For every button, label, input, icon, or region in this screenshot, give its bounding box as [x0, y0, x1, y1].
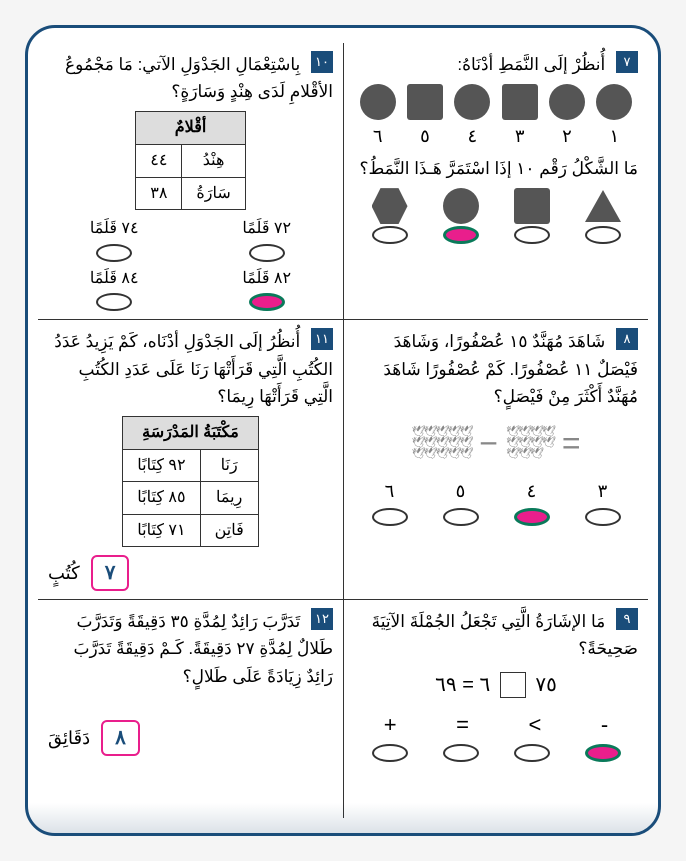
q9-prompt: مَا الإشَارَةُ الَّتِي تَجْعَلُ الجُمْلَ…: [372, 612, 638, 658]
bubble[interactable]: [514, 744, 550, 762]
bubble[interactable]: [585, 508, 621, 526]
q10-prompt: بِاسْتِعْمَالِ الجَدْوَلِ الآتي: مَا مَج…: [65, 55, 333, 101]
circle-icon: [549, 84, 585, 120]
answer-unit: كُتُبٍ: [48, 563, 80, 583]
bubble-selected[interactable]: [585, 744, 621, 762]
q9-symbols: + = < -: [354, 707, 638, 742]
bubble-selected[interactable]: [249, 293, 285, 311]
circle-icon: [454, 84, 490, 120]
bubble[interactable]: [249, 244, 285, 262]
answer-box: ٧: [91, 555, 130, 591]
hexagon-icon: [372, 188, 408, 224]
circle-icon: [443, 188, 479, 224]
equals-sign: =: [562, 418, 581, 469]
q10-table: أقْلامٌ هِنْدُ٤٤ سَارَةُ٣٨: [135, 111, 246, 210]
pattern-row: [354, 84, 638, 120]
q7-continue: مَا الشَّكْلُ رَقْم ١٠ إذَا اسْتَمَرَّ ه…: [354, 155, 638, 182]
bubble-selected[interactable]: [514, 508, 550, 526]
pattern-numbers: ٦ ٥ ٤ ٣ ٢ ١: [354, 122, 638, 151]
qnum-badge: ١١: [311, 328, 333, 350]
blank-box: [500, 672, 526, 698]
bubble[interactable]: [443, 744, 479, 762]
q11-table: مَكْتَبَةُ المَدْرَسَةِ رَنَا٩٢ كِتَابًا…: [122, 416, 258, 547]
triangle-icon: [585, 190, 621, 222]
q8-bubbles: [354, 508, 638, 526]
qnum-badge: ٨: [616, 328, 638, 350]
q12-prompt: تَدَرَّبَ رَائِدٌ لِمُدَّةِ ٣٥ دَقِيقَةً…: [73, 612, 333, 685]
question-7: ٧ أُنظُرْ إلَى النَّمَطِ أدْنَاهُ: ٦ ٥ ٤…: [343, 43, 648, 320]
q8-prompt: شَاهَدَ مُهَنَّدٌ ١٥ عُصْفُورًا، وَشَاهَ…: [383, 332, 638, 405]
question-10: ١٠ بِاسْتِعْمَالِ الجَدْوَلِ الآتي: مَا …: [38, 43, 343, 320]
square-icon: [407, 84, 443, 120]
birds-illustration: 🕊🕊🕊🕊🕊🕊🕊🕊🕊🕊🕊🕊🕊🕊🕊 − 🕊🕊🕊🕊🕊🕊🕊🕊🕊🕊🕊 =: [354, 418, 638, 469]
circle-icon: [596, 84, 632, 120]
bubble[interactable]: [443, 508, 479, 526]
qnum-badge: ٩: [616, 608, 638, 630]
square-icon: [502, 84, 538, 120]
footer-wave: [28, 803, 658, 833]
option[interactable]: ٧٤ قَلَمًا: [48, 216, 181, 262]
q10-options: ٧٢ قَلَمًا ٧٤ قَلَمًا ٨٢ قَلَمًا ٨٤ قَلَ…: [48, 216, 333, 311]
q11-answer: ٧ كُتُبٍ: [48, 555, 333, 591]
bubble-selected[interactable]: [443, 226, 479, 244]
q9-equation: ٧٥ ٦ = ٦٩: [354, 669, 638, 701]
q7-options-shapes: [354, 188, 638, 224]
q8-options: ٦ ٥ ٤ ٣: [354, 477, 638, 506]
bubble[interactable]: [96, 293, 132, 311]
q11-prompt: أُنظُرُ إلَى الجَدْوَلِ أدْنَاه، كَمْ يَ…: [54, 332, 333, 405]
qnum-badge: ١٢: [311, 608, 333, 630]
option[interactable]: ٧٢ قَلَمًا: [201, 216, 334, 262]
q9-bubbles: [354, 744, 638, 762]
q12-answer: ٨ دَقَائِقَ: [48, 720, 333, 756]
qnum-badge: ٧: [616, 51, 638, 73]
worksheet-page: ٧ أُنظُرْ إلَى النَّمَطِ أدْنَاهُ: ٦ ٥ ٤…: [25, 25, 661, 836]
square-icon: [514, 188, 550, 224]
question-8: ٨ شَاهَدَ مُهَنَّدٌ ١٥ عُصْفُورًا، وَشَا…: [343, 320, 648, 600]
bubble[interactable]: [96, 244, 132, 262]
question-12: ١٢ تَدَرَّبَ رَائِدٌ لِمُدَّةِ ٣٥ دَقِيق…: [38, 600, 343, 818]
q7-bubbles: [354, 226, 638, 244]
bubble[interactable]: [372, 744, 408, 762]
minus-sign: −: [479, 418, 498, 469]
qnum-badge: ١٠: [311, 51, 333, 73]
circle-icon: [360, 84, 396, 120]
bird-group: 🕊🕊🕊🕊🕊🕊🕊🕊🕊🕊🕊: [506, 427, 554, 460]
question-grid: ٧ أُنظُرْ إلَى النَّمَطِ أدْنَاهُ: ٦ ٥ ٤…: [38, 43, 648, 818]
bubble[interactable]: [514, 226, 550, 244]
question-11: ١١ أُنظُرُ إلَى الجَدْوَلِ أدْنَاه، كَمْ…: [38, 320, 343, 600]
answer-box: ٨: [101, 720, 140, 756]
bubble[interactable]: [585, 226, 621, 244]
option[interactable]: ٨٤ قَلَمًا: [48, 266, 181, 312]
q7-prompt: أُنظُرْ إلَى النَّمَطِ أدْنَاهُ:: [457, 55, 605, 74]
bubble[interactable]: [372, 508, 408, 526]
answer-unit: دَقَائِقَ: [48, 728, 90, 748]
bubble[interactable]: [372, 226, 408, 244]
bird-group: 🕊🕊🕊🕊🕊🕊🕊🕊🕊🕊🕊🕊🕊🕊🕊: [411, 427, 471, 460]
question-9: ٩ مَا الإشَارَةُ الَّتِي تَجْعَلُ الجُمْ…: [343, 600, 648, 818]
option[interactable]: ٨٢ قَلَمًا: [201, 266, 334, 312]
